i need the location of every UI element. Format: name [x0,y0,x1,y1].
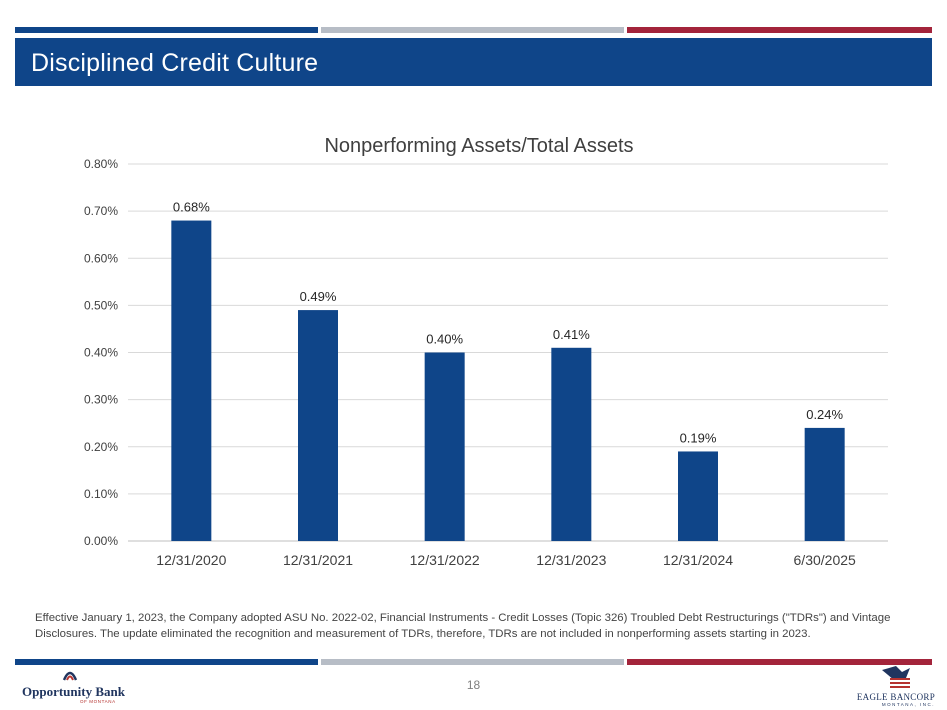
page-number: 18 [466,678,481,692]
data-label: 0.19% [680,430,717,445]
bar [804,427,845,541]
chart-x-axis: 12/31/2020 12/31/2021 12/31/2022 12/31/2023… [156,552,856,568]
data-label: 0.24% [806,407,843,422]
x-tick-label: 12/31/2023 [536,552,606,568]
y-tick-label: 0.30% [84,393,118,407]
top-stripe [15,27,932,33]
bottom-stripe-red [627,659,932,665]
title-band: Disciplined Credit Culture [15,38,932,86]
bottom-stripe-gray [321,659,624,665]
footnote: Effective January 1, 2023, the Company a… [35,612,891,640]
opportunity-bank-name: Opportunity Bank [22,684,125,699]
page-title: Disciplined Credit Culture [31,49,319,77]
data-label: 0.49% [300,289,337,304]
bottom-stripe [15,659,932,665]
x-tick-label: 12/31/2021 [283,552,353,568]
eagle-bancorp-sub: MONTANA, INC. [881,702,935,707]
chart-title: Nonperforming Assets/Total Assets [324,135,633,157]
top-stripe-red [627,27,932,33]
bar [424,352,465,541]
x-tick-label: 12/31/2022 [410,552,480,568]
bar [551,347,592,541]
eagle-bancorp-name: EAGLE BANCORP [856,692,935,702]
y-tick-label: 0.70% [84,204,118,218]
top-stripe-blue [15,27,318,33]
y-tick-label: 0.20% [84,440,118,454]
y-tick-label: 0.50% [84,298,118,312]
x-tick-label: 12/31/2020 [156,552,226,568]
opportunity-bank-logo: Opportunity Bank OF MONTANA [22,668,142,704]
x-tick-label: 12/31/2024 [663,552,733,568]
data-label: 0.40% [426,332,463,347]
opportunity-bank-logo-icon [62,671,78,681]
y-tick-label: 0.00% [84,534,118,548]
y-tick-label: 0.60% [84,251,118,265]
y-tick-label: 0.40% [84,346,118,360]
x-tick-label: 6/30/2025 [794,552,856,568]
chart: Nonperforming Assets/Total Assets 0.00%0… [84,135,888,568]
eagle-flag-logo-icon [882,666,910,688]
chart-y-axis: 0.00% 0.10% 0.20% 0.30% 0.40% 0.50% 0.60% 0.70%… [84,157,118,548]
chart-gridlines [128,163,888,542]
y-tick-label: 0.80% [84,157,118,171]
chart-bars: 0.68% 0.49% 0.40% 0.41% 0.19% 0.24% [171,200,845,542]
eagle-bancorp-logo: EAGLE BANCORP MONTANA, INC. [840,664,935,708]
opportunity-bank-sub: OF MONTANA [80,699,116,704]
data-label: 0.68% [173,200,210,215]
top-stripe-gray [321,27,624,33]
bar [298,310,338,541]
data-label: 0.41% [553,327,590,342]
bar [171,220,212,542]
bar [678,451,718,541]
bottom-stripe-blue [15,659,318,665]
y-tick-label: 0.10% [84,487,118,501]
